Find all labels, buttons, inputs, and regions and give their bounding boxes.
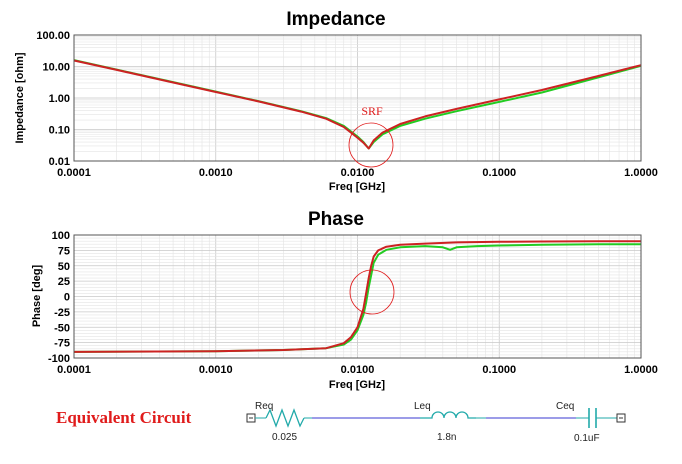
chart-title: Impedance [286,9,385,30]
y-tick-label: 1.00 [49,93,70,105]
resistor-symbol [265,408,305,428]
inductor-symbol [420,411,476,419]
x-tick-label: 0.1000 [482,167,516,179]
leq-value: 1.8n [437,432,456,443]
req-label: Req [255,401,273,412]
y-tick-label: 100.00 [36,30,70,42]
x-tick-label: 0.0001 [57,167,91,179]
x-tick-label: 0.0001 [57,364,91,376]
y-tick-label: 100 [52,230,70,242]
series-lines [73,240,641,353]
x-tick-label: 0.0010 [199,167,233,179]
x-axis-label: Freq [GHz] [329,181,386,193]
x-tick-label: 0.0100 [341,364,375,376]
plot-frame [73,234,642,359]
series-line-2 [73,240,641,353]
y-tick-label: 50 [58,261,70,273]
y-tick-label: 10.00 [42,62,70,74]
leq-label: Leq [414,401,431,412]
x-tick-labels: 0.0001 0.0010 0.0100 0.1000 1.0000 [57,364,658,376]
transition-circle [349,269,395,315]
y-tick-label: -100 [48,353,70,365]
ceq-value: 0.1uF [574,433,600,444]
y-axis-label: Impedance [ohm] [14,52,26,143]
srf-annotation: SRF [361,104,383,118]
equivalent-circuit: Equivalent Circuit Req 0.025 Leq 1.8n Ce… [56,401,626,444]
y-tick-label: -25 [54,307,70,319]
y-tick-label: -50 [54,322,70,334]
y-axis-label: Phase [deg] [31,264,43,327]
srf-circle [348,122,394,168]
y-tick-label: 0.01 [49,156,70,168]
y-tick-label: 25 [58,276,70,288]
ceq-label: Ceq [556,401,574,412]
x-axis-label: Freq [GHz] [329,379,386,391]
y-tick-label: 75 [58,245,70,257]
series-line-1 [73,243,641,353]
y-tick-labels: 100.00 10.00 1.00 0.10 0.01 [36,30,70,168]
x-tick-label: 0.0010 [199,364,233,376]
x-tick-label: 1.0000 [624,167,658,179]
chart-title: Phase [308,209,364,230]
grid [73,234,641,359]
series-lines [73,59,642,150]
grid [73,35,641,162]
y-tick-label: 0 [64,292,70,304]
y-tick-labels: 100 75 50 25 0 -25 -50 -75 -100 [48,230,70,365]
impedance-chart: Impedance 100.00 10.00 1.00 0.10 0.01 0.0001… [14,9,658,193]
y-tick-label: 0.10 [49,125,70,137]
y-tick-label: -75 [54,338,70,350]
plot-frame [73,34,642,162]
series-line-2 [73,59,642,150]
x-tick-label: 0.0100 [341,167,375,179]
circuit-title: Equivalent Circuit [56,408,192,427]
req-value: 0.025 [272,432,297,443]
x-tick-label: 0.1000 [482,364,516,376]
x-tick-labels: 0.0001 0.0010 0.0100 0.1000 1.0000 [57,167,658,179]
x-tick-label: 1.0000 [624,364,658,376]
